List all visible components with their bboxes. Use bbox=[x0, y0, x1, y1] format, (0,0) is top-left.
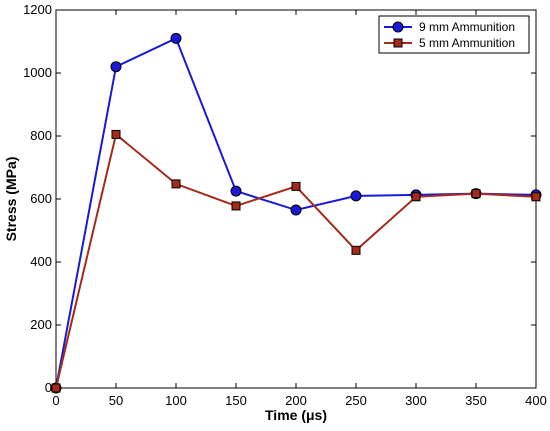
x-tick-label: 250 bbox=[345, 393, 367, 408]
legend-marker-9mm bbox=[392, 21, 404, 33]
data-point-0 bbox=[290, 204, 302, 216]
plot-area bbox=[55, 9, 537, 389]
series-layer bbox=[50, 32, 542, 394]
y-axis-title: Stress (MPa) bbox=[3, 157, 19, 242]
data-point-1 bbox=[531, 192, 541, 202]
y-tick-label: 400 bbox=[30, 254, 52, 269]
data-point-1 bbox=[411, 192, 421, 202]
x-tick-label: 150 bbox=[225, 393, 247, 408]
data-point-1 bbox=[171, 179, 181, 189]
y-tick-label: 1000 bbox=[23, 65, 52, 80]
data-point-1 bbox=[231, 201, 241, 211]
data-point-0 bbox=[110, 61, 122, 73]
y-tick-label: 0 bbox=[45, 380, 52, 395]
x-tick-label: 100 bbox=[165, 393, 187, 408]
x-tick-label: 50 bbox=[109, 393, 123, 408]
x-axis-title: Time (μs) bbox=[265, 407, 327, 423]
data-point-1 bbox=[291, 181, 301, 191]
data-point-1 bbox=[51, 383, 61, 393]
data-point-1 bbox=[111, 129, 121, 139]
x-tick-label: 400 bbox=[525, 393, 547, 408]
y-axis-ticks: 0 200 400 600 800 1000 1200 bbox=[23, 2, 536, 395]
data-point-0 bbox=[230, 185, 242, 197]
data-point-1 bbox=[471, 189, 481, 199]
y-tick-label: 800 bbox=[30, 128, 52, 143]
data-point-1 bbox=[351, 245, 361, 255]
legend-label-5mm: 5 mm Ammunition bbox=[419, 36, 515, 50]
y-tick-label: 200 bbox=[30, 317, 52, 332]
x-tick-label: 200 bbox=[285, 393, 307, 408]
x-tick-label: 350 bbox=[465, 393, 487, 408]
legend-marker-5mm bbox=[393, 38, 403, 48]
legend-box bbox=[378, 15, 530, 54]
data-point-0 bbox=[350, 190, 362, 202]
data-point-0 bbox=[170, 32, 182, 44]
x-axis-ticks: 0 50 100 150 200 250 300 350 400 bbox=[52, 10, 547, 408]
legend: 9 mm Ammunition 5 mm Ammunition bbox=[378, 15, 530, 54]
y-tick-label: 600 bbox=[30, 191, 52, 206]
x-tick-label: 300 bbox=[405, 393, 427, 408]
y-tick-label: 1200 bbox=[23, 2, 52, 17]
x-tick-label: 0 bbox=[52, 393, 59, 408]
legend-label-9mm: 9 mm Ammunition bbox=[419, 20, 515, 34]
